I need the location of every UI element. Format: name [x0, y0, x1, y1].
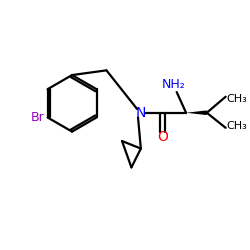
Text: O: O — [157, 130, 168, 144]
Text: CH₃: CH₃ — [226, 121, 247, 131]
Polygon shape — [186, 110, 207, 115]
Text: NH₂: NH₂ — [162, 78, 186, 91]
Text: Br: Br — [31, 111, 45, 124]
Text: N: N — [136, 106, 146, 120]
Text: CH₃: CH₃ — [226, 94, 247, 104]
